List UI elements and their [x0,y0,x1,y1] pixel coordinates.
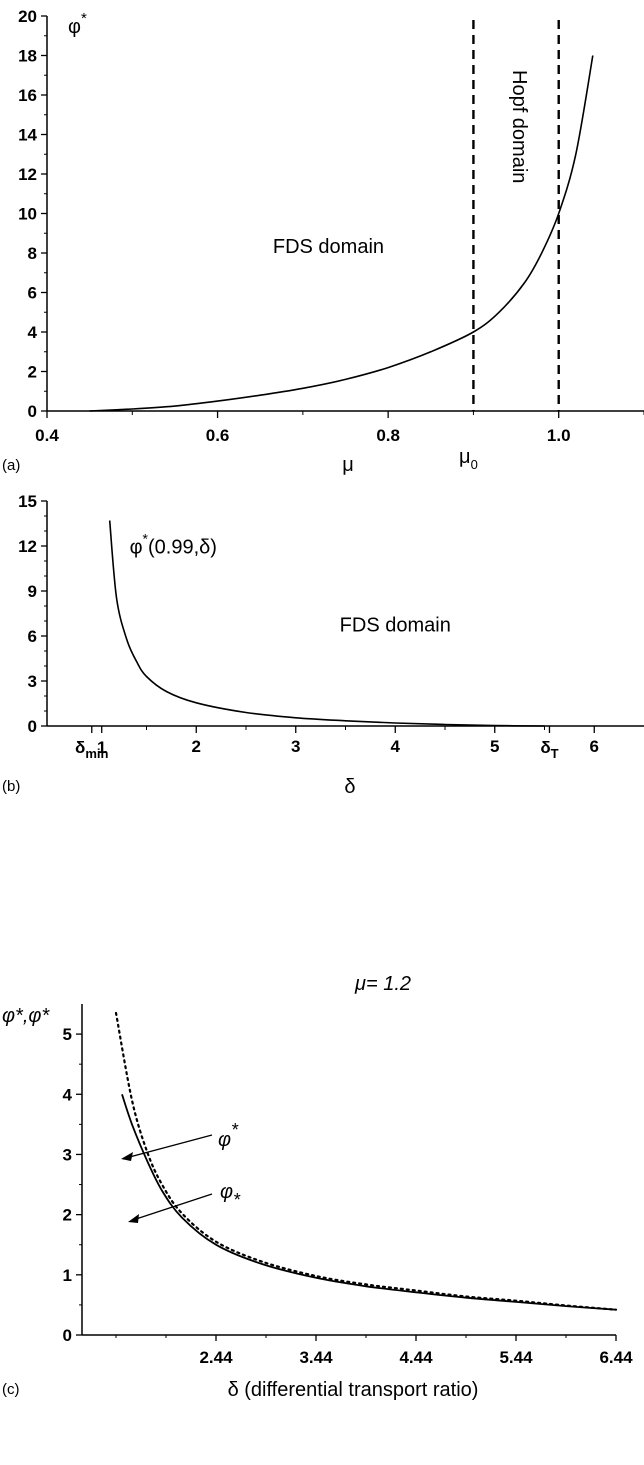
y-tick-label: 0 [28,717,37,736]
x-tick-label: 6 [590,737,599,756]
y-tick-label: 16 [18,86,37,105]
x-tick-label: 6.44 [599,1348,633,1367]
y-tick-label: 5 [63,1025,72,1044]
panel-a-chart: 0 2 4 6 8 10 12 14 16 18 20 0.4 0.6 0.8 1.0 μ0 FDS domai… [0,0,644,475]
x-tick-label: 3 [291,737,300,756]
mu0-label: μ0 [459,446,478,472]
x-special-tick-label: δT [540,738,558,761]
y-tick-label: 4 [63,1085,73,1104]
y-tick-label: 20 [18,7,37,26]
fds-domain-label: FDS domain [273,236,384,258]
phi-star-delta-curve [108,520,545,727]
x-tick-label: 3.44 [299,1348,333,1367]
y-tick-label: 6 [28,284,37,303]
x-tick-label: 2 [192,737,201,756]
phi-sub-star-solid-curve [121,1094,617,1311]
panel-label-a: (a) [2,457,20,474]
y-axis-label: φ*,φ* [2,1005,50,1027]
x-tick-label: 0.8 [376,426,400,445]
y-tick-label: 0 [63,1326,72,1345]
y-tick-label: 2 [28,363,37,382]
y-tick-label: 3 [28,672,37,691]
panel-b-chart: 0 3 6 9 12 15 2 3 4 5 6 δmin 1 δT φ*(0.99,δ) FDS domain… [0,475,644,960]
panel-a-plot: 0 2 4 6 8 10 12 14 16 18 20 0.4 0.6 0.8 1.0 μ0 FDS domai… [2,7,644,475]
chart-title: μ= 1.2 [354,973,411,995]
x-axis-label: δ [344,776,355,798]
y-tick-label: 12 [18,537,37,556]
phi-sub-star-label: φ* [220,1181,241,1210]
y-tick-label: 6 [28,627,37,646]
phi-star-curve [89,55,594,412]
y-tick-label: 9 [28,582,37,601]
y-axis-label: φ* [68,10,87,38]
phi-sub-arrowhead [128,1214,139,1223]
phi-sub-arrow [132,1193,213,1221]
x-tick-label: 5.44 [499,1348,533,1367]
y-tick-label: 0 [28,402,37,421]
phi-star-dotted-curve [114,1011,618,1311]
phi-star-curve-label: φ*(0.99,δ) [130,531,217,559]
x-tick-label: 1.0 [547,426,571,445]
y-tick-label: 15 [18,492,37,511]
y-tick-label: 2 [63,1206,72,1225]
y-tick-label: 14 [18,126,37,145]
y-tick-label: 12 [18,165,37,184]
phi-star-label: φ* [218,1120,239,1151]
panel-label-b: (b) [2,778,20,795]
y-tick-label: 8 [28,244,37,263]
y-tick-label: 18 [18,47,37,66]
y-tick-label: 3 [63,1145,72,1164]
panel-c-chart: 0 1 2 3 4 5 2.44 3.44 4.44 5.44 6.44 φ* φ* μ= 1.2 φ*,φ… [0,960,644,1465]
x-tick-label: 4.44 [399,1348,433,1367]
y-tick-label: 4 [28,323,38,342]
x-tick-label: 0.4 [35,426,59,445]
hopf-domain-label: Hopf domain [508,70,530,183]
x-special-tick-label: δmin [75,738,108,761]
x-axis-label: μ [342,454,354,475]
x-axis-label: δ (differential transport ratio) [228,1379,479,1401]
fds-domain-label: FDS domain [340,615,451,637]
x-tick-label: 0.6 [206,426,230,445]
x-tick-label: 2.44 [199,1348,233,1367]
x-tick-label: 5 [490,737,499,756]
x-tick-label: 4 [391,737,401,756]
y-tick-label: 1 [63,1266,72,1285]
panel-c-plot: 0 1 2 3 4 5 2.44 3.44 4.44 5.44 6.44 φ* φ* μ= 1.2 φ*,φ… [2,973,633,1401]
phi-star-arrowhead [121,1152,133,1161]
y-tick-label: 10 [18,205,37,224]
x-special-tick-label: 1 [97,738,106,757]
phi-star-arrow [125,1134,213,1159]
panel-label-c: (c) [2,1381,20,1398]
